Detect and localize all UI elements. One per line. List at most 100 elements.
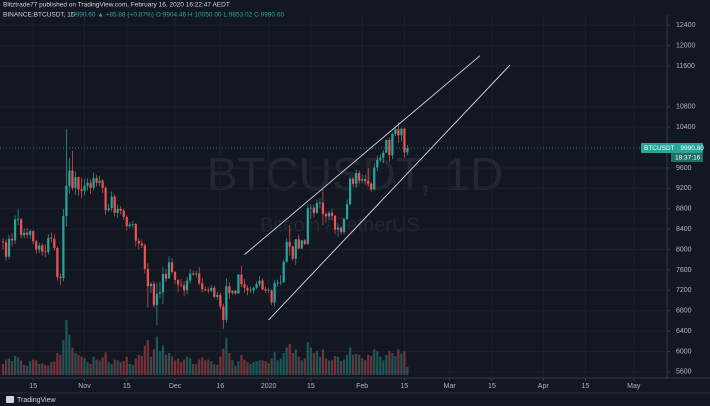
- candle-body: [336, 227, 340, 230]
- candle-body: [192, 273, 195, 275]
- volume-bar: [345, 354, 349, 375]
- volume-bar: [17, 357, 20, 375]
- candle-body: [258, 280, 261, 285]
- volume-bar: [385, 354, 388, 375]
- volume-bar: [231, 360, 234, 375]
- trend-line: [268, 64, 511, 321]
- candle-body: [38, 245, 41, 250]
- volume-bar: [125, 356, 128, 375]
- volume-bar: [122, 361, 125, 375]
- x-tick-label: 15: [29, 383, 37, 390]
- volume-bar: [107, 362, 110, 375]
- y-tick-label: 7200: [676, 287, 692, 294]
- candle-body: [201, 283, 204, 290]
- candle-body: [146, 268, 149, 287]
- volume-bar: [321, 349, 325, 375]
- candle-body: [20, 219, 23, 236]
- candle-body: [276, 282, 279, 284]
- x-tick-label: 15: [401, 383, 409, 390]
- y-tick-label: 6400: [676, 328, 692, 335]
- volume-bar: [219, 356, 222, 375]
- candle-body: [249, 290, 252, 292]
- volume-bar: [183, 359, 186, 375]
- volume-bar: [258, 360, 261, 375]
- candle-body: [170, 262, 174, 272]
- volume-bar: [306, 342, 309, 375]
- candle-body: [348, 178, 352, 205]
- volume-bar: [13, 355, 17, 375]
- volume-bar: [391, 353, 394, 375]
- candle-body: [382, 152, 385, 158]
- volume-bar: [186, 356, 189, 375]
- volume-bar: [192, 364, 195, 375]
- candle-body: [324, 213, 328, 217]
- volume-bar: [198, 359, 201, 375]
- candle-body: [297, 239, 300, 249]
- volume-bar: [146, 340, 149, 375]
- candle-body: [137, 240, 140, 244]
- volume-bar: [65, 320, 68, 375]
- volume-bar: [44, 364, 47, 375]
- volume-bar: [10, 361, 14, 375]
- volume-bar: [403, 351, 406, 375]
- volume-bar: [56, 353, 59, 375]
- candle-body: [149, 283, 153, 287]
- volume-bar: [143, 345, 146, 375]
- candle-body: [345, 204, 349, 219]
- candle-body: [4, 242, 8, 257]
- candle-body: [225, 286, 228, 320]
- volume-bar: [134, 358, 137, 375]
- volume-bar: [161, 345, 165, 375]
- volume-bar: [400, 353, 403, 375]
- volume-bar: [110, 364, 113, 375]
- candle-body: [342, 218, 346, 233]
- candle-body: [53, 238, 56, 248]
- volume-bar: [361, 358, 364, 375]
- candle-body: [7, 238, 11, 257]
- candle-body: [234, 290, 237, 294]
- candle-body: [35, 241, 38, 250]
- candle-body: [80, 189, 83, 191]
- candle-body: [83, 185, 86, 191]
- volume-bar: [327, 360, 331, 375]
- volume-bar: [104, 352, 107, 375]
- volume-bar: [234, 365, 237, 375]
- candle-body: [62, 215, 65, 279]
- volume-bar: [201, 357, 204, 375]
- volume-bar: [38, 364, 41, 375]
- volume-bar: [59, 354, 62, 375]
- candle-body: [59, 277, 62, 279]
- volume-bar: [170, 356, 174, 375]
- candle-body: [231, 290, 234, 293]
- candle-body: [288, 241, 291, 247]
- volume-bar: [376, 351, 379, 375]
- volume-bar: [270, 358, 273, 375]
- candle-body: [44, 251, 47, 253]
- volume-bar: [225, 338, 228, 375]
- volume-bar: [23, 364, 26, 375]
- candle-body: [300, 240, 303, 249]
- candle-body: [373, 167, 376, 190]
- volume-bar: [131, 364, 134, 375]
- volume-bar: [32, 359, 35, 375]
- x-tick-label: 15: [307, 383, 315, 390]
- volume-bar: [312, 353, 315, 375]
- x-tick-label: Apr: [538, 383, 550, 390]
- volume-bar: [406, 366, 409, 375]
- volume-bar: [113, 359, 116, 375]
- candle-body: [74, 177, 77, 188]
- volume-bar: [216, 364, 219, 375]
- candle-body: [173, 271, 177, 281]
- candle-body: [107, 208, 110, 211]
- candle-body: [77, 177, 80, 190]
- candle-body: [198, 273, 201, 284]
- candle-body: [273, 283, 276, 303]
- x-tick-label: Dec: [169, 383, 182, 390]
- volume-bar: [315, 351, 319, 375]
- volume-bar: [276, 360, 279, 375]
- countdown-box: [671, 153, 703, 163]
- candle-body: [98, 180, 101, 183]
- candle-body: [195, 273, 198, 275]
- volume-bar: [264, 361, 267, 375]
